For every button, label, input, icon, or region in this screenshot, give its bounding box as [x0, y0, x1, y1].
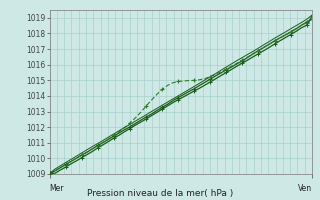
Text: Mer: Mer [50, 184, 64, 193]
Text: Pression niveau de la mer( hPa ): Pression niveau de la mer( hPa ) [87, 189, 233, 198]
Text: Ven: Ven [298, 184, 312, 193]
